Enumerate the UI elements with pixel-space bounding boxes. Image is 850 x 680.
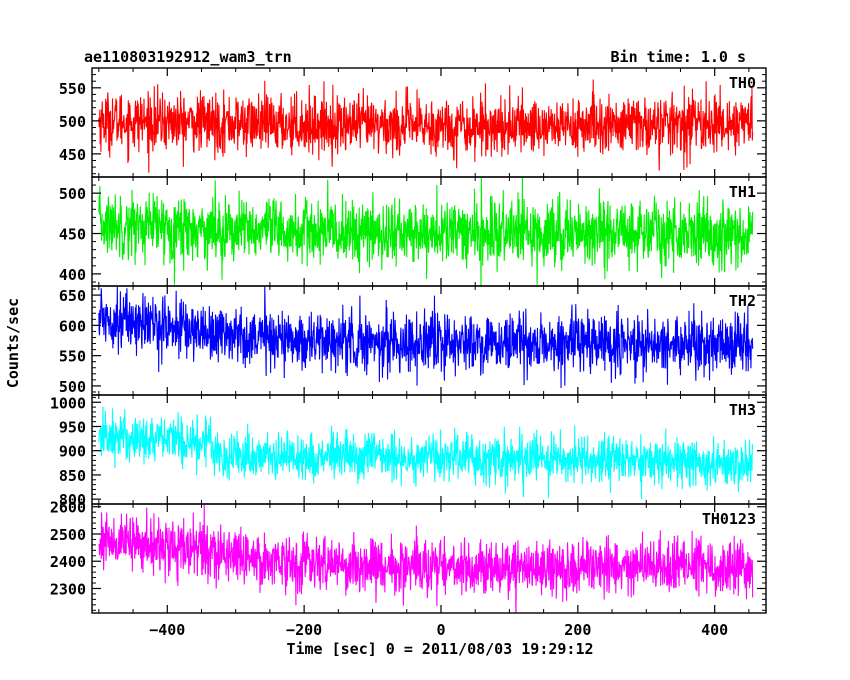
panel-th3: 800 850 900 950 1000 TH3 [50,394,767,509]
panels-group: 450 500 550 TH0 400 450 500 TH1 500 550 600 650 TH2 8… [50,67,767,639]
y-tick-label: 500 [59,113,86,131]
x-tick-label: −200 [286,621,322,639]
y-tick-label: 500 [59,378,86,396]
series-th0-trace [98,79,754,173]
panel-label-th0123: TH0123 [702,510,756,528]
x-tick-label: 200 [564,621,591,639]
y-tick-label: 550 [59,80,86,98]
x-axis-label: Time [sec] 0 = 2011/08/03 19:29:12 [286,640,593,658]
panel-label-th2: TH2 [729,292,756,310]
y-tick-label: 400 [59,266,86,284]
panel-label-th3: TH3 [729,401,756,419]
panel-th2: 500 550 600 650 TH2 [59,285,767,396]
y-tick-label: 450 [59,146,86,164]
x-tick-label: 0 [436,621,445,639]
panel-th1: 400 450 500 TH1 [59,176,767,287]
y-tick-label: 2400 [50,553,86,571]
panel-label-th1: TH1 [729,183,756,201]
y-tick-label: 450 [59,226,86,244]
panel-th0: 450 500 550 TH0 [59,67,767,178]
y-tick-label: 2600 [50,499,86,517]
y-tick-label: 500 [59,185,86,203]
y-tick-label: 2500 [50,526,86,544]
y-tick-label: 850 [59,467,86,485]
x-tick-label: 400 [701,621,728,639]
panel-label-th0: TH0 [729,74,756,92]
y-tick-label: 2300 [50,580,86,598]
panel-th0123: 2300 2400 2500 2600 TH0123 [50,499,767,614]
bin-time-label: Bin time: 1.0 s [611,48,746,66]
y-tick-label: 900 [59,443,86,461]
series-th0123-trace [98,504,754,613]
y-tick-label: 650 [59,287,86,305]
series-th3-trace [98,406,754,500]
y-tick-label: 950 [59,418,86,436]
y-tick-label: 800 [59,491,86,509]
y-axis-label: Counts/sec [4,298,22,388]
y-tick-label: 600 [59,317,86,335]
panel-frame [91,503,767,614]
x-tick-label: −400 [149,621,185,639]
y-tick-label: 550 [59,348,86,366]
plot-title: ae110803192912_wam3_trn [84,48,292,66]
y-tick-label: 1000 [50,394,86,412]
series-th2-trace [98,286,754,389]
series-th1-trace [98,177,754,286]
